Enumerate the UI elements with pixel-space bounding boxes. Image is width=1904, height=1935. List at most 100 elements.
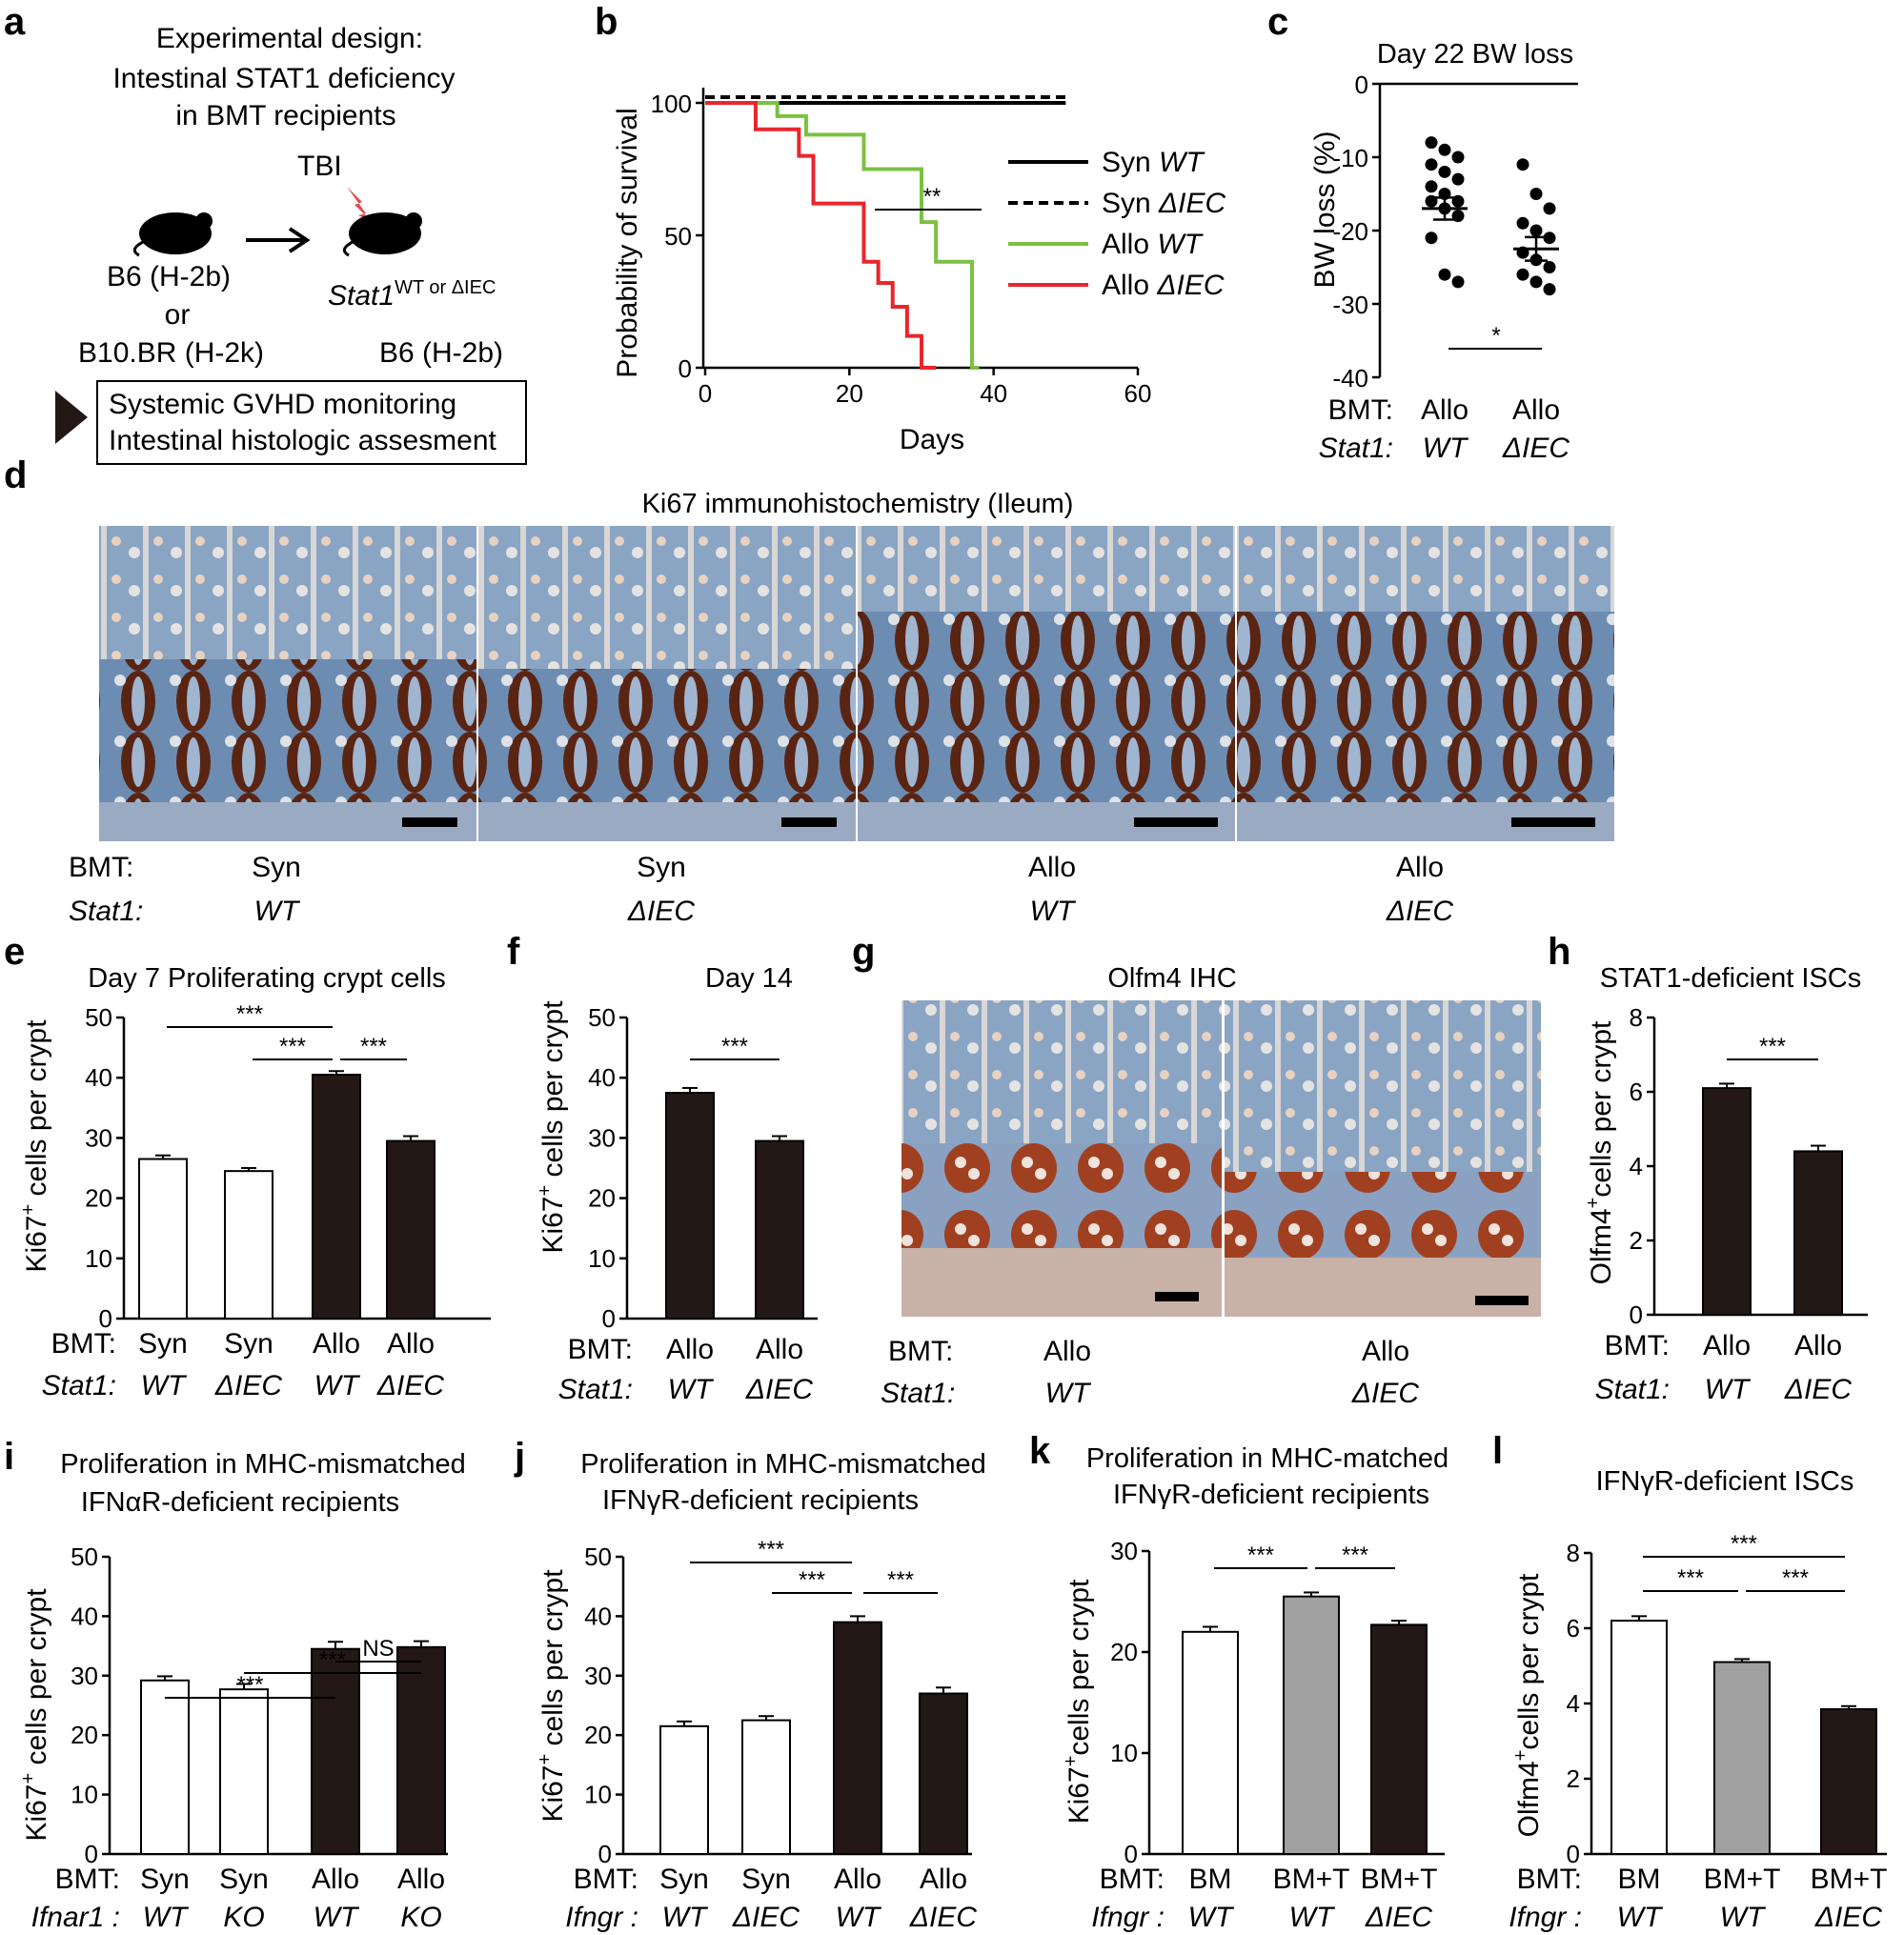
h-chart-bar-0 xyxy=(1702,1087,1752,1316)
bw-loss-ytick-label: 0 xyxy=(1355,71,1368,99)
e-chart-ytick-label: 20 xyxy=(85,1184,112,1213)
f-chart-ytick-label: 30 xyxy=(588,1123,616,1152)
k-chart-cat-geno-1: WT xyxy=(1289,1902,1336,1933)
bw-loss-point-1 xyxy=(1516,216,1529,230)
i-chart-ytick-label: 10 xyxy=(71,1781,98,1809)
panel-letter-c: c xyxy=(1267,1,1288,43)
k-chart-cat-bmt-2: BM+T xyxy=(1361,1864,1438,1895)
j-chart-cat-bmt-2: Allo xyxy=(834,1864,881,1895)
k-chart-ytick-label: 0 xyxy=(1124,1840,1138,1868)
j-chart-cat-geno-3: ΔIEC xyxy=(909,1902,977,1933)
bw-loss-cat-stat1-1: ΔIEC xyxy=(1502,433,1570,464)
k-chart-cat-bmt-0: BM xyxy=(1189,1864,1232,1895)
survival-significance: ** xyxy=(875,184,982,211)
l-chart-ytick-label: 4 xyxy=(1567,1689,1580,1718)
bw-loss-plot: 0 -10 -20 -30 -40 Allo WT Allo ΔIEC BMT: Stat1: * xyxy=(1319,71,1578,464)
i-chart-bar-3 xyxy=(396,1645,446,1856)
d-row-label-stat1: Stat1: xyxy=(69,896,143,927)
bw-loss-point-0 xyxy=(1438,143,1451,156)
i-chart-ytick-label: 0 xyxy=(85,1840,98,1868)
donor-b6-label: B6 (H-2b) xyxy=(107,261,231,292)
h-chart-cat-geno-0: WT xyxy=(1705,1374,1752,1405)
h-chart-cat-bmt-1: Allo xyxy=(1794,1330,1842,1361)
l-chart-sig-label-0: *** xyxy=(1731,1531,1757,1557)
legend-entry-2: Allo WT xyxy=(1102,229,1205,260)
i-chart-bar-1 xyxy=(219,1688,269,1855)
panel-d: d Ki67 immunohistochemistry (Ileum) xyxy=(4,454,1614,927)
j-chart-ytick-label: 50 xyxy=(584,1542,612,1571)
l-chart-ytick-label: 8 xyxy=(1567,1539,1580,1567)
survival-ytick-label: 0 xyxy=(679,354,692,383)
f-chart-sig-label-0: *** xyxy=(721,1034,748,1059)
g-img2-bmt: Allo xyxy=(1362,1336,1409,1367)
panel-letter-l: l xyxy=(1492,1430,1503,1472)
h-title: STAT1-deficient ISCs xyxy=(1600,963,1862,994)
g-img1-bmt: Allo xyxy=(1043,1336,1091,1367)
e-y-axis-label: Ki67+ cells per crypt xyxy=(18,1019,52,1273)
legend-name-italic-3: ΔIEC xyxy=(1156,270,1224,301)
f-bar-chart: 0 10 20 30 40 50 Allo WT Allo ΔIEC BMT: Stat1: *** xyxy=(558,1003,818,1405)
recipient-mouse-icon xyxy=(342,212,422,257)
play-triangle-icon xyxy=(55,391,88,444)
bw-loss-point-1 xyxy=(1529,224,1543,237)
olfm4-ihc-title: Olfm4 IHC xyxy=(1107,963,1236,994)
recipient-gene-label: Stat1WT or ΔIEC xyxy=(328,277,496,312)
l-chart-ytick-label: 6 xyxy=(1567,1614,1580,1643)
j-y-axis-label: Ki67+ cells per crypt xyxy=(535,1569,569,1823)
h-chart-cat-geno-1: ΔIEC xyxy=(1784,1374,1852,1405)
bw-loss-point-0 xyxy=(1451,275,1465,289)
bw-loss-point-1 xyxy=(1543,202,1556,215)
l-chart-cat-bmt-0: BM xyxy=(1618,1864,1661,1895)
donor-b10br-label: B10.BR (H-2k) xyxy=(78,337,264,369)
l-chart-sig-label-1: *** xyxy=(1677,1565,1704,1591)
i-chart-ytick-label: 20 xyxy=(71,1721,98,1749)
bw-loss-point-0 xyxy=(1425,232,1438,245)
bw-loss-sig-label: * xyxy=(1491,323,1500,349)
bw-loss-cat-bmt-1: Allo xyxy=(1512,394,1560,426)
f-chart-ytick-label: 10 xyxy=(588,1244,616,1273)
j-chart-row-label-bmt: BMT: xyxy=(574,1864,638,1895)
panel-letter-i: i xyxy=(4,1436,14,1478)
d-row-label-bmt: BMT: xyxy=(69,852,133,883)
j-chart-bar-0 xyxy=(659,1724,709,1855)
ki67-ihc-title: Ki67 immunohistochemistry (Ileum) xyxy=(642,489,1074,519)
legend-name-0: Syn xyxy=(1102,147,1159,178)
e-chart-row-label-geno: Stat1: xyxy=(42,1370,116,1401)
panel-e: e Day 7 Proliferating crypt cells Ki67+ … xyxy=(4,931,491,1401)
j-chart-ytick-label: 20 xyxy=(584,1721,612,1749)
i-bar-chart: 0 10 20 30 40 50 Syn WT Syn KO Allo WT Allo KO BMT: Ifn… xyxy=(31,1542,448,1933)
j-chart-cat-geno-0: WT xyxy=(662,1902,709,1933)
k-chart-bar-2 xyxy=(1370,1623,1428,1855)
i-y-axis-label: Ki67+ cells per crypt xyxy=(18,1588,52,1842)
e-chart-sig-label-0: *** xyxy=(236,1001,263,1027)
panel-letter-f: f xyxy=(507,931,520,973)
j-chart-cat-geno-1: ΔIEC xyxy=(732,1902,800,1933)
e-bar-chart: 0 10 20 30 40 50 Syn WT Syn ΔIEC Allo WT Allo ΔIEC BMT… xyxy=(42,1001,491,1401)
panel-letter-k: k xyxy=(1029,1430,1051,1472)
f-chart-bar-0 xyxy=(665,1092,715,1320)
f-chart-cat-bmt-1: Allo xyxy=(756,1334,803,1365)
j-chart-cat-geno-2: WT xyxy=(836,1902,882,1933)
survival-ytick-label: 50 xyxy=(664,222,692,251)
bw-loss-ytick-label: -30 xyxy=(1332,291,1368,319)
k-chart-row-label-bmt: BMT: xyxy=(1100,1864,1165,1895)
bw-loss-point-1 xyxy=(1516,158,1529,171)
survival-xtick-label: 60 xyxy=(1124,379,1152,408)
f-chart-row-label-geno: Stat1: xyxy=(558,1374,633,1405)
e-chart-bar-1 xyxy=(224,1170,273,1320)
bw-loss-point-0 xyxy=(1425,136,1438,150)
bw-loss-y-axis-label: BW loss (%) xyxy=(1309,131,1341,289)
readout-line-2: Intestinal histologic assesment xyxy=(109,425,497,456)
i-chart-sig-label-2: NS xyxy=(362,1636,394,1662)
i-chart-ytick-label: 40 xyxy=(71,1602,98,1630)
h-bar-chart: 0 2 4 6 8 Allo WT Allo ΔIEC BMT: Stat1: *** xyxy=(1595,1003,1868,1405)
bw-loss-row-label-bmt: BMT: xyxy=(1328,394,1393,426)
panel-letter-j: j xyxy=(514,1436,525,1478)
survival-axes: 0 50 100 0 20 40 60 xyxy=(651,88,1152,408)
e-chart-sig-label-2: *** xyxy=(360,1034,387,1059)
e-chart-ytick-label: 0 xyxy=(99,1304,112,1333)
panel-f: f Day 14 Ki67+ cells per crypt 0 10 20 30 40… xyxy=(507,931,818,1405)
design-title-line-2: Intestinal STAT1 deficiency xyxy=(112,63,455,94)
bw-loss-cat-stat1-0: WT xyxy=(1423,433,1469,464)
